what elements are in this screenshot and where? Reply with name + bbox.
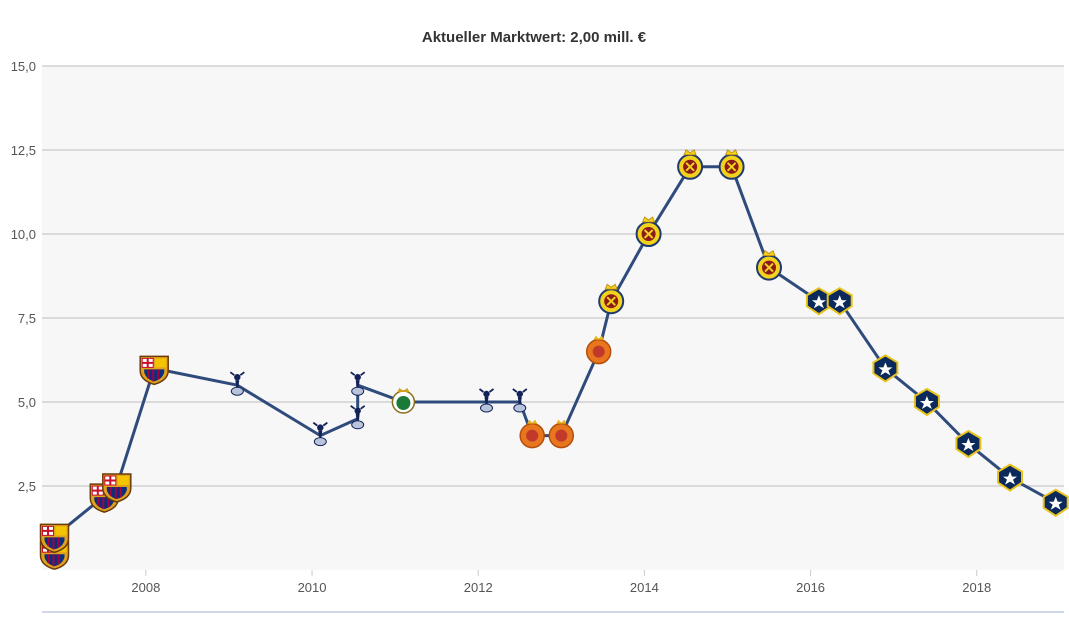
rcd-mallorca-crest-icon[interactable] xyxy=(519,419,545,449)
villarreal-crest-icon[interactable] xyxy=(677,149,704,180)
tottenham-crest-icon[interactable] xyxy=(512,388,528,413)
villarreal-crest-icon[interactable] xyxy=(635,216,662,247)
villarreal-crest-icon[interactable] xyxy=(756,249,782,281)
x-tick-label: 2012 xyxy=(464,580,493,595)
x-tick-label: 2010 xyxy=(298,580,327,595)
racing-santander-crest-icon[interactable] xyxy=(391,388,416,414)
y-tick-label: 10,0 xyxy=(11,227,36,242)
rcd-mallorca-crest-icon[interactable] xyxy=(548,419,575,449)
chart-title-group: Aktueller Marktwert: 2,00 mill. € xyxy=(422,29,647,46)
tottenham-crest-icon[interactable] xyxy=(350,371,366,396)
y-tick-label: 7,5 xyxy=(18,311,36,326)
x-axis: 2008 2010 2012 2014 2016 2018 xyxy=(131,570,991,595)
y-tick-label: 2,5 xyxy=(18,479,36,494)
la-galaxy-crest-icon[interactable] xyxy=(997,463,1023,492)
y-axis: 2,5 5,0 7,5 10,0 12,5 15,0 xyxy=(11,59,36,494)
x-tick-label: 2008 xyxy=(131,580,160,595)
x-tick-label: 2016 xyxy=(796,580,825,595)
rcd-mallorca-crest-icon[interactable] xyxy=(585,335,612,365)
tottenham-crest-icon[interactable] xyxy=(350,405,366,430)
x-tick-label: 2018 xyxy=(962,580,991,595)
tottenham-crest-icon[interactable] xyxy=(478,388,495,413)
x-tick-label: 2014 xyxy=(630,580,659,595)
la-galaxy-crest-icon[interactable] xyxy=(826,287,853,316)
la-galaxy-crest-icon[interactable] xyxy=(913,387,940,417)
fc-barcelona-crest-icon[interactable] xyxy=(39,523,70,554)
la-galaxy-crest-icon[interactable] xyxy=(955,429,982,459)
fc-barcelona-crest-icon[interactable] xyxy=(102,473,132,503)
grid-lines xyxy=(42,65,1064,487)
club-markers xyxy=(39,149,1069,570)
tottenham-crest-icon[interactable] xyxy=(229,371,245,396)
fc-barcelona-crest-icon[interactable] xyxy=(139,355,169,386)
villarreal-crest-icon[interactable] xyxy=(598,283,625,315)
la-galaxy-crest-icon[interactable] xyxy=(872,354,899,383)
villarreal-crest-icon[interactable] xyxy=(718,149,745,180)
y-tick-label: 15,0 xyxy=(11,59,36,74)
la-galaxy-crest-icon[interactable] xyxy=(1042,488,1069,518)
tottenham-crest-icon[interactable] xyxy=(312,421,328,447)
chart-title: Aktueller Marktwert: 2,00 mill. € xyxy=(422,29,647,46)
y-tick-label: 12,5 xyxy=(11,143,36,158)
y-tick-label: 5,0 xyxy=(18,395,36,410)
